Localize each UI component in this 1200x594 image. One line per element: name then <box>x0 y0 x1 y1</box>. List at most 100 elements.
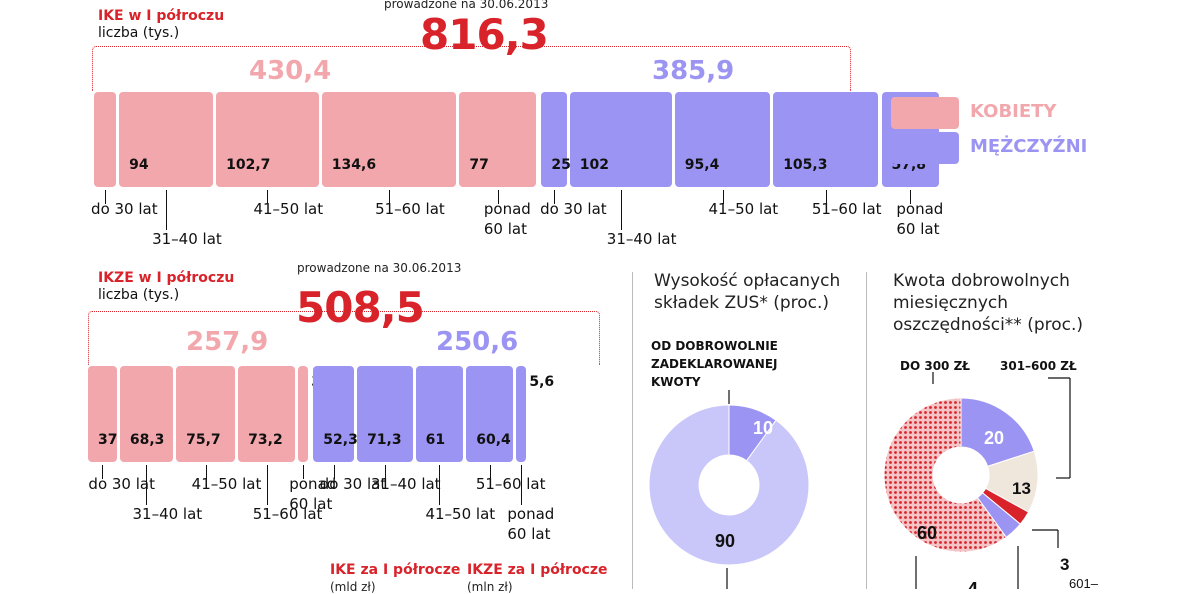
zus-callout-line-1: OD DOBROWOLNIE <box>651 339 778 353</box>
bar-tick-men-3 <box>489 465 491 479</box>
bar-women-0 <box>94 92 117 187</box>
bar-tick-men-1 <box>620 190 622 230</box>
ike-women-total: 430,4 <box>245 56 336 86</box>
savings-slice-0 <box>960 397 1035 467</box>
savings-value-4: 4 <box>967 579 979 589</box>
bar-value-women-2: 102,7 <box>226 157 271 173</box>
bar-tick-women-2 <box>205 465 207 479</box>
bar-tick-women-4 <box>497 190 499 204</box>
bar-tick-men-4 <box>521 465 523 505</box>
ikze-subtitle: liczba (tys.) <box>98 287 180 303</box>
bar-men-3 <box>466 366 514 462</box>
bar-men-2 <box>674 92 771 187</box>
bar-tick-women-0 <box>102 465 104 479</box>
ikze-note: prowadzone na 30.06.2013 <box>297 261 462 275</box>
zus-callout-line-3: KWOTY <box>651 375 701 389</box>
divider-left <box>632 272 633 589</box>
ike-total: 816,3 <box>420 10 549 59</box>
bar-value-men-3: 60,4 <box>476 432 511 448</box>
bar-value-men-4: 5,6 <box>529 374 555 390</box>
bar-women-4 <box>298 366 309 462</box>
savings-label-301-600: 301–600 ZŁ <box>1000 359 1077 373</box>
zus-slice-1 <box>648 404 810 566</box>
bar-value-women-2: 75,7 <box>186 432 221 448</box>
bar-category-women-3: 51–60 lat <box>252 505 323 523</box>
zus-label-small: 10 <box>753 418 773 438</box>
savings-slice-4 <box>883 397 1007 553</box>
legend-men-label: MĘŻCZYŹNI <box>970 136 1088 157</box>
bar-men-0 <box>541 92 567 187</box>
bar-category-men-1: 31–40 lat <box>370 475 441 493</box>
bar-men-1 <box>357 366 413 462</box>
divider-right <box>866 272 867 589</box>
ikze-women-total: 257,9 <box>182 327 273 357</box>
bar-value-women-3: 73,2 <box>248 432 283 448</box>
bar-category-women-3: 51–60 lat <box>375 200 445 218</box>
bar-category-women-1: 31–40 lat <box>152 230 222 248</box>
bar-value-men-1: 71,3 <box>367 432 402 448</box>
ikze-bracket <box>88 311 600 365</box>
bar-category-men-0: do 30 lat <box>319 475 387 493</box>
bar-category-women-2: 41–50 lat <box>253 200 324 218</box>
bar-tick-women-1 <box>166 190 168 230</box>
bar-tick-men-4 <box>910 190 912 204</box>
savings-title-line-3: oszczędności** (proc.) <box>893 315 1084 335</box>
zus-title-line-2: składek ZUS* (proc.) <box>654 293 830 313</box>
bar-category-men-2: 41–50 lat <box>425 505 496 523</box>
bar-category-men-3: 51–60 lat <box>811 200 882 218</box>
bar-women-0 <box>88 366 117 462</box>
savings-title-line-1: Kwota dobrowolnych <box>893 271 1070 291</box>
ikze-halfyear-unit: (mln zł) <box>467 580 513 594</box>
ikze-title: IKZE w I półroczu <box>98 270 235 286</box>
zus-title-line-1: Wysokość opłacanych <box>654 271 841 291</box>
bar-men-0 <box>313 366 355 462</box>
ike-halfyear-unit: (mld zł) <box>330 580 376 594</box>
legend-women-swatch <box>891 97 959 129</box>
bar-men-4 <box>516 366 527 462</box>
bar-tick-women-3 <box>389 190 391 204</box>
bar-women-4 <box>459 92 537 187</box>
savings-value-3: 3 <box>1060 555 1069 574</box>
bar-category-men-4: ponad 60 lat <box>896 200 944 238</box>
ike-bracket <box>92 46 851 91</box>
bar-tick-men-0 <box>333 465 335 479</box>
bar-tick-women-0 <box>105 190 107 204</box>
savings-value-13: 13 <box>1012 479 1031 498</box>
bar-tick-women-1 <box>146 465 148 505</box>
savings-label-le300: DO 300 ZŁ <box>900 359 970 373</box>
bar-tick-men-0 <box>554 190 556 204</box>
bar-tick-men-3 <box>825 190 827 204</box>
legend-women-label: KOBIETY <box>970 101 1057 122</box>
bar-men-1 <box>569 92 672 187</box>
savings-value-20: 20 <box>984 428 1004 448</box>
bar-category-women-4: ponad 60 lat <box>483 200 531 238</box>
ikze-total: 508,5 <box>296 283 425 332</box>
ikze-men-total: 250,6 <box>432 327 523 357</box>
bar-women-3 <box>238 366 296 462</box>
savings-title-line-2: miesięcznych <box>893 293 1009 313</box>
bar-tick-women-2 <box>267 190 269 204</box>
ike-men-total: 385,9 <box>648 56 739 86</box>
zus-callout-line-2: ZADEKLAROWANEJ <box>651 357 778 371</box>
savings-value-60: 60 <box>917 523 937 543</box>
bar-value-men-1: 102 <box>579 157 610 173</box>
bar-tick-women-3 <box>266 465 268 505</box>
bar-value-women-0: 37 <box>98 432 118 448</box>
bar-value-women-4: 77 <box>469 157 489 173</box>
bar-category-men-4: ponad 60 lat <box>507 505 555 543</box>
bar-category-women-1: 31–40 lat <box>132 505 203 523</box>
ike-subtitle: liczba (tys.) <box>98 25 180 41</box>
bar-category-women-4: ponad 60 lat <box>289 475 337 513</box>
bar-category-women-0: do 30 lat <box>88 475 155 493</box>
bar-category-women-0: do 30 lat <box>91 200 158 218</box>
bar-men-2 <box>415 366 464 462</box>
bar-value-women-3: 134,6 <box>331 157 377 173</box>
ike-note: prowadzone na 30.06.2013 <box>384 0 549 11</box>
bar-value-men-2: 61 <box>425 432 446 448</box>
bar-tick-men-1 <box>384 465 386 479</box>
bar-category-women-2: 41–50 lat <box>191 475 262 493</box>
bar-category-men-2: 41–50 lat <box>708 200 779 218</box>
bar-value-men-0: 52,3 <box>323 432 358 448</box>
bar-women-3 <box>321 92 457 187</box>
bar-value-men-2: 95,4 <box>684 157 720 173</box>
